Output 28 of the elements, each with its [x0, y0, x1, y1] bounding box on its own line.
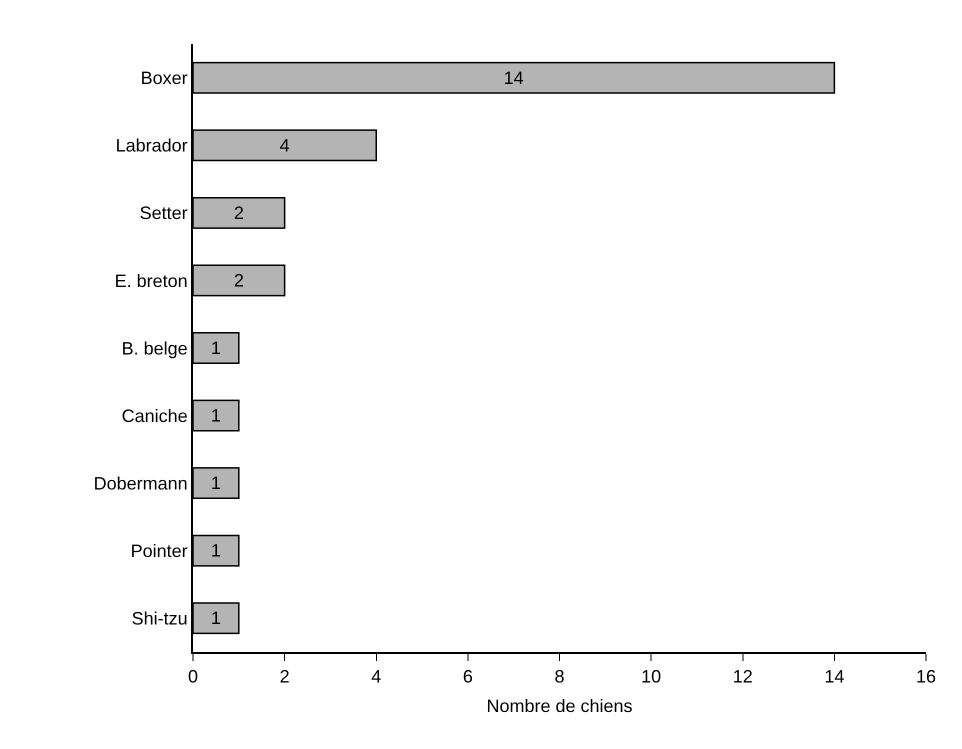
- x-tick-label: 12: [732, 666, 753, 686]
- x-tick-label: 8: [554, 666, 565, 686]
- x-tick-label: 2: [280, 666, 290, 686]
- data-label: 14: [504, 68, 524, 88]
- x-axis-title: Nombre de chiens: [486, 696, 633, 716]
- x-tick-label: 4: [371, 666, 382, 686]
- data-label: 4: [280, 135, 290, 156]
- x-tick-label: 6: [462, 666, 473, 686]
- y-tick-label: Labrador: [116, 136, 188, 156]
- y-tick-label: B. belge: [122, 338, 188, 358]
- x-tick-label: 10: [641, 666, 662, 686]
- data-label: 1: [210, 608, 221, 628]
- y-tick-label: Boxer: [140, 68, 188, 88]
- y-tick-label: Shi-tzu: [132, 608, 188, 629]
- y-tick-label: Dobermann: [94, 473, 188, 494]
- data-label: 1: [210, 473, 221, 494]
- data-label: 2: [234, 270, 244, 290]
- x-tick-label: 14: [824, 666, 844, 686]
- data-label: 1: [210, 406, 221, 426]
- y-tick-label: E. breton: [114, 270, 188, 291]
- y-tick-label: Caniche: [122, 406, 188, 426]
- y-tick-label: Pointer: [130, 540, 188, 561]
- y-tick-label: Setter: [140, 203, 188, 224]
- x-tick-label: 0: [188, 666, 198, 686]
- data-label: 1: [210, 540, 221, 561]
- data-label: 1: [210, 338, 221, 358]
- data-label: 2: [234, 202, 244, 223]
- x-tick-label: 16: [916, 666, 936, 686]
